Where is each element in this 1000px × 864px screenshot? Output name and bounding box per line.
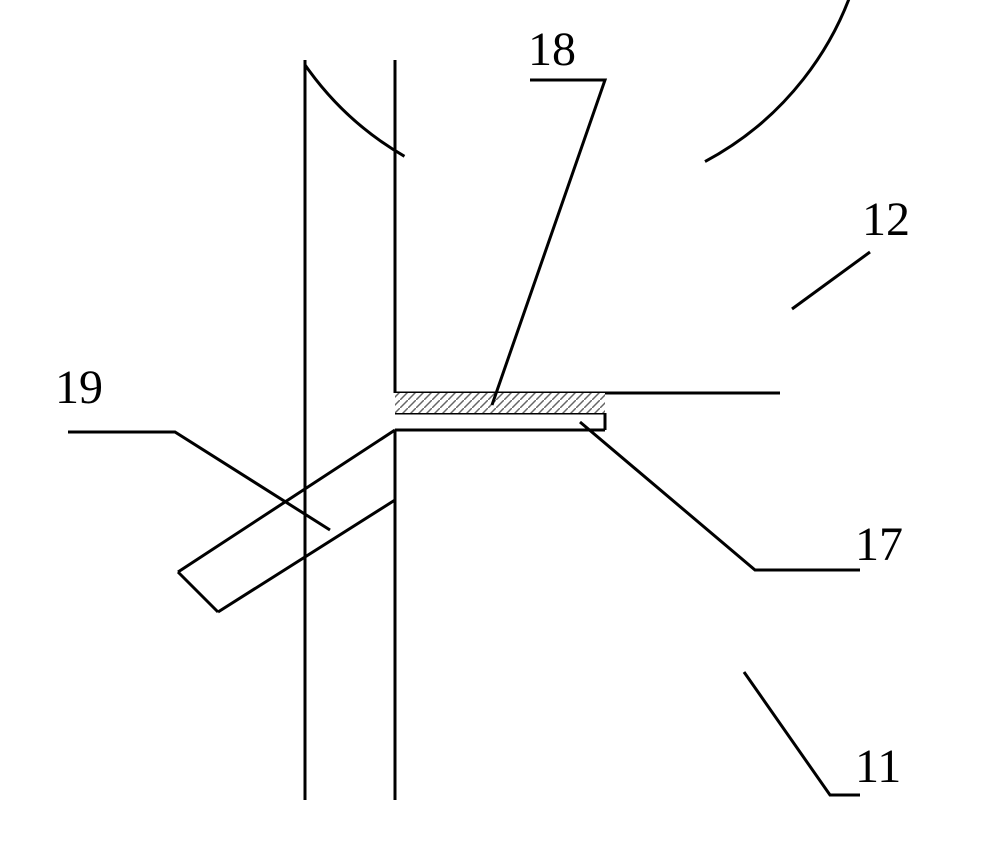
callout-c11-label: 11 (855, 740, 901, 793)
hatched-band (395, 393, 605, 413)
callout-c12-label: 12 (862, 193, 910, 246)
callout-c18-leader (492, 80, 605, 405)
callout-c12-leader (792, 252, 870, 309)
callout-c19-leader (68, 432, 330, 530)
slanted-member (178, 430, 395, 612)
callout-c18-label: 18 (528, 23, 576, 76)
callout-c17-leader (580, 422, 860, 570)
callout-c17-label: 17 (855, 518, 903, 571)
callout-c19-label: 19 (55, 361, 103, 414)
callout-c11-leader (744, 672, 860, 795)
